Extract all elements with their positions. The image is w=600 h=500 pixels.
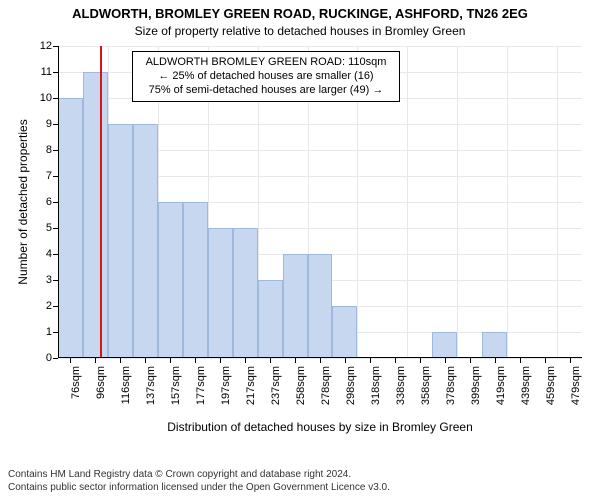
- annotation-line: 75% of semi-detached houses are larger (…: [139, 84, 393, 98]
- xtick-mark: [470, 358, 471, 363]
- xtick-label: 358sqm: [420, 366, 432, 416]
- xtick-label: 419sqm: [495, 366, 507, 416]
- gridline-v: [457, 46, 458, 358]
- xtick-mark: [445, 358, 446, 363]
- xtick-mark: [395, 358, 396, 363]
- ytick-mark: [53, 358, 58, 359]
- xtick-mark: [370, 358, 371, 363]
- xtick-mark: [245, 358, 246, 363]
- xtick-mark: [145, 358, 146, 363]
- histogram-bar: [258, 280, 283, 358]
- histogram-bar: [233, 228, 258, 358]
- ytick-label: 6: [22, 196, 52, 208]
- xtick-mark: [520, 358, 521, 363]
- chart-subtitle: Size of property relative to detached ho…: [0, 22, 600, 38]
- xtick-mark: [320, 358, 321, 363]
- xtick-label: 378sqm: [445, 366, 457, 416]
- histogram-bar: [83, 72, 108, 358]
- histogram-bar: [332, 306, 357, 358]
- xtick-mark: [420, 358, 421, 363]
- ytick-label: 12: [22, 40, 52, 52]
- x-axis-label: Distribution of detached houses by size …: [58, 420, 582, 434]
- reference-line: [100, 46, 102, 358]
- annotation-line: ← 25% of detached houses are smaller (16…: [139, 70, 393, 84]
- ytick-label: 5: [22, 222, 52, 234]
- xtick-mark: [195, 358, 196, 363]
- xtick-label: 177sqm: [195, 366, 207, 416]
- histogram-bar: [183, 202, 208, 358]
- attribution-line1: Contains HM Land Registry data © Crown c…: [8, 469, 592, 482]
- xtick-mark: [120, 358, 121, 363]
- plot-area: ALDWORTH BROMLEY GREEN ROAD: 110sqm← 25%…: [58, 46, 582, 358]
- xtick-label: 479sqm: [570, 366, 582, 416]
- xtick-mark: [495, 358, 496, 363]
- ytick-label: 11: [22, 66, 52, 78]
- histogram-bar: [432, 332, 457, 358]
- histogram-bar: [133, 124, 158, 358]
- xtick-mark: [270, 358, 271, 363]
- gridline-h: [58, 46, 582, 47]
- xtick-mark: [295, 358, 296, 363]
- gridline-v: [507, 46, 508, 358]
- chart-title: ALDWORTH, BROMLEY GREEN ROAD, RUCKINGE, …: [0, 0, 600, 22]
- ytick-label: 4: [22, 248, 52, 260]
- gridline-v: [557, 46, 558, 358]
- xtick-mark: [545, 358, 546, 363]
- xtick-label: 116sqm: [120, 366, 132, 416]
- xtick-label: 96sqm: [95, 366, 107, 416]
- xtick-mark: [570, 358, 571, 363]
- ytick-label: 0: [22, 352, 52, 364]
- xtick-label: 258sqm: [295, 366, 307, 416]
- annotation-line: ALDWORTH BROMLEY GREEN ROAD: 110sqm: [139, 56, 393, 70]
- xtick-label: 217sqm: [245, 366, 257, 416]
- ytick-label: 1: [22, 326, 52, 338]
- xtick-mark: [70, 358, 71, 363]
- xtick-label: 298sqm: [345, 366, 357, 416]
- ytick-label: 3: [22, 274, 52, 286]
- xtick-label: 237sqm: [270, 366, 282, 416]
- xtick-label: 318sqm: [370, 366, 382, 416]
- ytick-label: 7: [22, 170, 52, 182]
- xtick-label: 137sqm: [145, 366, 157, 416]
- xtick-label: 459sqm: [545, 366, 557, 416]
- ytick-label: 10: [22, 92, 52, 104]
- xtick-mark: [220, 358, 221, 363]
- xtick-label: 338sqm: [395, 366, 407, 416]
- y-axis-line: [58, 46, 59, 358]
- chart-container: ALDWORTH, BROMLEY GREEN ROAD, RUCKINGE, …: [0, 0, 600, 500]
- ytick-label: 8: [22, 144, 52, 156]
- xtick-label: 157sqm: [170, 366, 182, 416]
- gridline-v: [407, 46, 408, 358]
- annotation-box: ALDWORTH BROMLEY GREEN ROAD: 110sqm← 25%…: [132, 51, 400, 102]
- ytick-label: 2: [22, 300, 52, 312]
- xtick-mark: [170, 358, 171, 363]
- histogram-bar: [158, 202, 183, 358]
- histogram-bar: [58, 98, 83, 358]
- xtick-mark: [95, 358, 96, 363]
- histogram-bar: [108, 124, 133, 358]
- xtick-label: 278sqm: [320, 366, 332, 416]
- histogram-bar: [208, 228, 233, 358]
- ytick-label: 9: [22, 118, 52, 130]
- attribution-text: Contains HM Land Registry data © Crown c…: [8, 469, 592, 494]
- histogram-bar: [482, 332, 507, 358]
- xtick-mark: [345, 358, 346, 363]
- xtick-label: 76sqm: [70, 366, 82, 416]
- attribution-line2: Contains public sector information licen…: [8, 482, 592, 495]
- xtick-label: 399sqm: [470, 366, 482, 416]
- xtick-label: 197sqm: [220, 366, 232, 416]
- xtick-label: 439sqm: [520, 366, 532, 416]
- histogram-bar: [283, 254, 308, 358]
- histogram-bar: [308, 254, 333, 358]
